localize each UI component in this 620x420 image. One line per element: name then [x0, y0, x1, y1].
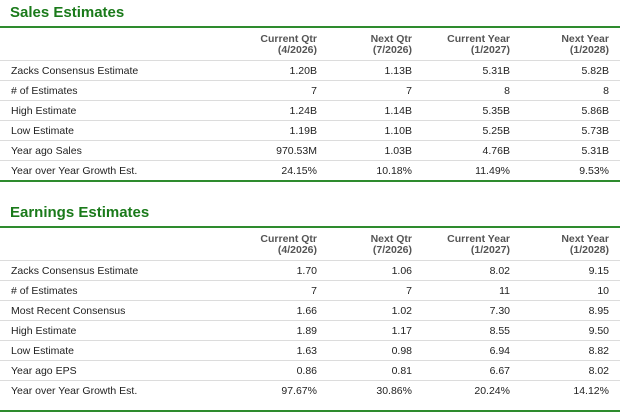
row-value: 30.86% — [376, 385, 412, 397]
row-value: 1.03B — [384, 145, 412, 157]
row-value: 0.98 — [391, 345, 412, 357]
row-value: 5.82B — [581, 65, 609, 77]
row-value: 9.50 — [588, 325, 609, 337]
col-header-next-year: Next Year (1/2028) — [561, 33, 609, 56]
row-value: 11.49% — [475, 165, 510, 177]
table-row: # of Estimates 7 7 8 8 — [0, 80, 620, 100]
table-row: Zacks Consensus Estimate 1.20B 1.13B 5.3… — [0, 60, 620, 80]
row-value: 1.06 — [391, 265, 412, 277]
row-label: Year ago Sales — [11, 145, 82, 157]
row-label: Year over Year Growth Est. — [11, 385, 138, 397]
row-value: 5.31B — [581, 145, 609, 157]
section-rule — [0, 410, 620, 412]
row-value: 1.02 — [391, 305, 412, 317]
row-value: 8.02 — [489, 265, 510, 277]
row-value: 1.66 — [296, 305, 317, 317]
col-header-next-year: Next Year (1/2028) — [561, 233, 609, 256]
row-value: 5.86B — [581, 105, 609, 117]
row-value: 14.12% — [573, 385, 609, 397]
row-value: 7.30 — [489, 305, 510, 317]
row-label: # of Estimates — [11, 285, 78, 297]
table-row: Most Recent Consensus 1.66 1.02 7.30 8.9… — [0, 300, 620, 320]
row-value: 5.25B — [482, 125, 510, 137]
row-label: Year over Year Growth Est. — [11, 165, 138, 177]
row-value: 8 — [603, 85, 609, 97]
row-value: 0.81 — [391, 365, 412, 377]
row-value: 7 — [406, 85, 412, 97]
row-value: 8.95 — [588, 305, 609, 317]
row-value: 5.73B — [581, 125, 609, 137]
row-value: 1.24B — [289, 105, 317, 117]
table-row: Low Estimate 1.19B 1.10B 5.25B 5.73B — [0, 120, 620, 140]
row-value: 1.14B — [384, 105, 412, 117]
col-header-next-qtr: Next Qtr (7/2026) — [370, 33, 412, 56]
row-value: 5.31B — [482, 65, 510, 77]
table-row: Low Estimate 1.63 0.98 6.94 8.82 — [0, 340, 620, 360]
row-value: 24.15% — [281, 165, 317, 177]
row-value: 970.53M — [276, 145, 317, 157]
row-value: 8.82 — [588, 345, 609, 357]
row-value: 0.86 — [296, 365, 317, 377]
row-value: 10 — [597, 285, 609, 297]
section-rule — [0, 226, 620, 228]
row-value: 1.20B — [289, 65, 317, 77]
row-value: 7 — [311, 285, 317, 297]
col-header-current-qtr: Current Qtr (4/2026) — [260, 33, 317, 56]
row-value: 1.70 — [296, 265, 317, 277]
row-label: # of Estimates — [11, 85, 78, 97]
row-value: 8 — [504, 85, 510, 97]
row-value: 9.53% — [579, 165, 609, 177]
row-value: 5.35B — [482, 105, 510, 117]
row-value: 7 — [311, 85, 317, 97]
row-value: 11 — [499, 285, 510, 297]
row-label: Low Estimate — [11, 345, 75, 357]
table-row: # of Estimates 7 7 11 10 — [0, 280, 620, 300]
row-label: High Estimate — [11, 105, 77, 117]
row-label: Low Estimate — [11, 125, 75, 137]
row-value: 1.89 — [296, 325, 317, 337]
table-row: High Estimate 1.24B 1.14B 5.35B 5.86B — [0, 100, 620, 120]
row-label: Most Recent Consensus — [11, 305, 126, 317]
col-header-current-qtr: Current Qtr (4/2026) — [260, 233, 317, 256]
earnings-estimates-title: Earnings Estimates — [10, 204, 150, 221]
table-row: Zacks Consensus Estimate 1.70 1.06 8.02 … — [0, 260, 620, 280]
section-rule — [0, 180, 620, 182]
sales-estimates-title: Sales Estimates — [10, 4, 125, 21]
row-label: Zacks Consensus Estimate — [11, 265, 139, 277]
row-label: Zacks Consensus Estimate — [11, 65, 139, 77]
row-value: 1.13B — [384, 65, 412, 77]
section-rule — [0, 26, 620, 28]
row-value: 1.19B — [289, 125, 317, 137]
row-label: High Estimate — [11, 325, 77, 337]
table-row: Year ago Sales 970.53M 1.03B 4.76B 5.31B — [0, 140, 620, 160]
row-value: 6.94 — [489, 345, 510, 357]
row-value: 8.55 — [489, 325, 510, 337]
row-value: 1.17 — [391, 325, 412, 337]
table-row: Year over Year Growth Est. 24.15% 10.18%… — [0, 160, 620, 180]
row-value: 97.67% — [281, 385, 317, 397]
col-header-current-year: Current Year (1/2027) — [447, 33, 510, 56]
row-value: 1.63 — [296, 345, 317, 357]
table-row: Year ago EPS 0.86 0.81 6.67 8.02 — [0, 360, 620, 380]
row-value: 20.24% — [474, 385, 510, 397]
table-row: Year over Year Growth Est. 97.67% 30.86%… — [0, 380, 620, 400]
row-value: 7 — [406, 285, 412, 297]
col-header-next-qtr: Next Qtr (7/2026) — [370, 233, 412, 256]
row-value: 8.02 — [588, 365, 609, 377]
row-value: 9.15 — [588, 265, 609, 277]
table-row: High Estimate 1.89 1.17 8.55 9.50 — [0, 320, 620, 340]
row-value: 6.67 — [489, 365, 510, 377]
row-value: 10.18% — [376, 165, 412, 177]
row-value: 1.10B — [384, 125, 412, 137]
col-header-current-year: Current Year (1/2027) — [447, 233, 510, 256]
row-value: 4.76B — [482, 145, 510, 157]
row-label: Year ago EPS — [11, 365, 77, 377]
